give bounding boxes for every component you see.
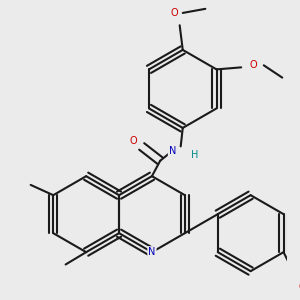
- Text: O: O: [250, 60, 257, 70]
- Text: N: N: [148, 247, 156, 257]
- Text: O: O: [171, 8, 178, 18]
- Text: H: H: [191, 150, 199, 160]
- Text: O: O: [298, 282, 300, 292]
- Text: N: N: [169, 146, 176, 155]
- Text: O: O: [130, 136, 137, 146]
